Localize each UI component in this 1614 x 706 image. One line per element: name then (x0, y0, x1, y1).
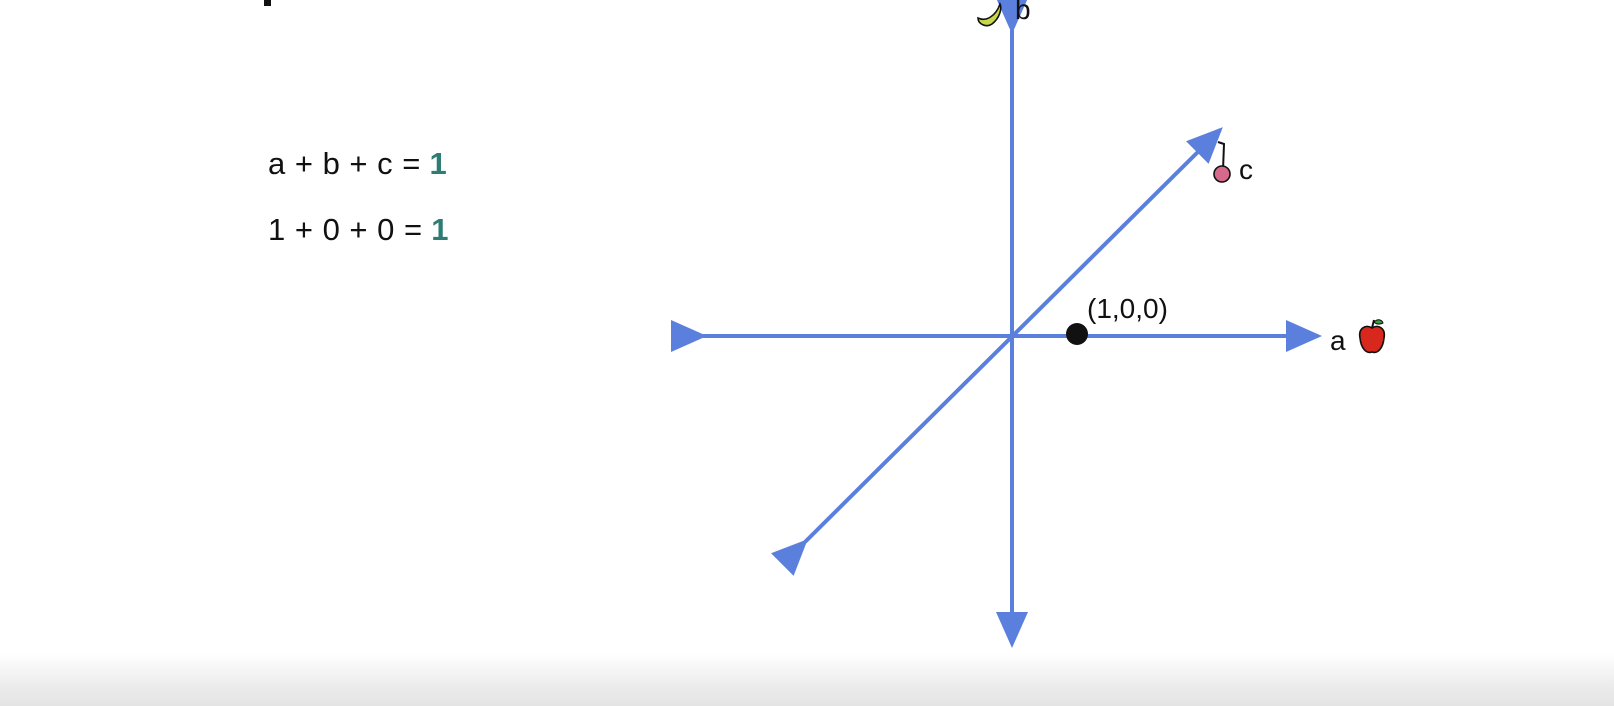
axis-a-label: a (1330, 325, 1346, 356)
apple-icon (1358, 319, 1386, 354)
bottom-bar (0, 654, 1614, 706)
equation-lhs: a + b + c = (268, 146, 421, 181)
equation-rhs: 1 (431, 212, 449, 247)
axis-c (771, 127, 1223, 576)
equation-example: 1 + 0 + 0 = 1 (268, 212, 448, 278)
point-1-0-0 (1066, 323, 1088, 345)
equation-rhs: 1 (429, 146, 447, 181)
equation-sum-constraint: a + b + c = 1 (268, 146, 448, 212)
cherry-icon (1213, 141, 1231, 183)
axis-c-label: c (1239, 154, 1253, 185)
equation-lhs: 1 + 0 + 0 = (268, 212, 423, 247)
equations-panel: a + b + c = 1 1 + 0 + 0 = 1 (268, 146, 448, 278)
axis-b-label: b (1015, 0, 1031, 25)
title-fragment (264, 0, 271, 6)
point-label: (1,0,0) (1087, 293, 1168, 324)
banana-icon (977, 1, 1002, 27)
